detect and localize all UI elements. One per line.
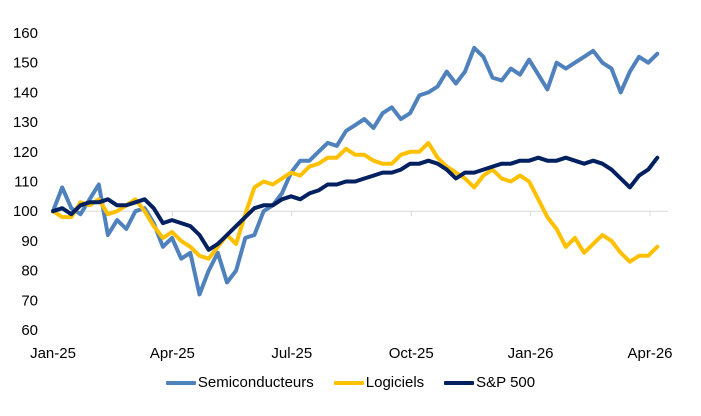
x-axis: Jan-25 Apr-25 Jul-25 Oct-25 Jan-26 Apr-26: [30, 210, 673, 362]
series-layer: [51, 45, 660, 297]
y-tick-label: 90: [21, 233, 38, 250]
y-tick-label: 80: [21, 263, 38, 280]
legend-item-logiciels: Logiciels: [333, 374, 425, 391]
legend: Semiconducteurs Logiciels S&P 500: [0, 374, 701, 391]
x-tick-label: Jan-25: [30, 345, 76, 362]
y-tick-label: 110: [14, 174, 38, 191]
legend-swatch-semiconducteurs: [165, 380, 196, 385]
x-tick-label: Apr-26: [627, 345, 672, 362]
legend-item-sp500: S&P 500: [444, 374, 535, 391]
y-tick-label: 150: [13, 55, 38, 72]
series-line-semiconducteurs: [51, 45, 660, 297]
legend-label-sp500: S&P 500: [476, 374, 536, 391]
x-tick-label: Oct-25: [389, 345, 434, 362]
legend-swatch-logiciels: [333, 380, 364, 385]
y-tick-label: 70: [21, 292, 38, 309]
y-tick-label: 120: [13, 144, 38, 161]
y-tick-label: 140: [13, 84, 38, 101]
legend-item-semiconducteurs: Semiconducteurs: [165, 374, 314, 391]
legend-swatch-sp500: [444, 380, 475, 385]
x-tick-label: Jan-26: [508, 345, 554, 362]
series-line-logiciels: [51, 140, 660, 264]
x-tick-label: Apr-25: [150, 345, 195, 362]
y-tick-label: 130: [13, 114, 38, 131]
y-tick-label: 160: [13, 25, 38, 42]
legend-label-semiconducteurs: Semiconducteurs: [197, 374, 314, 391]
y-axis: 60 70 80 90 100 110 120 130 140 150 160: [13, 25, 38, 339]
series-line-s-p-500: [51, 155, 660, 252]
y-tick-label: 100: [13, 203, 38, 220]
legend-label-logiciels: Logiciels: [365, 374, 425, 391]
y-tick-label: 60: [21, 322, 38, 339]
x-tick-label: Jul-25: [271, 345, 312, 362]
